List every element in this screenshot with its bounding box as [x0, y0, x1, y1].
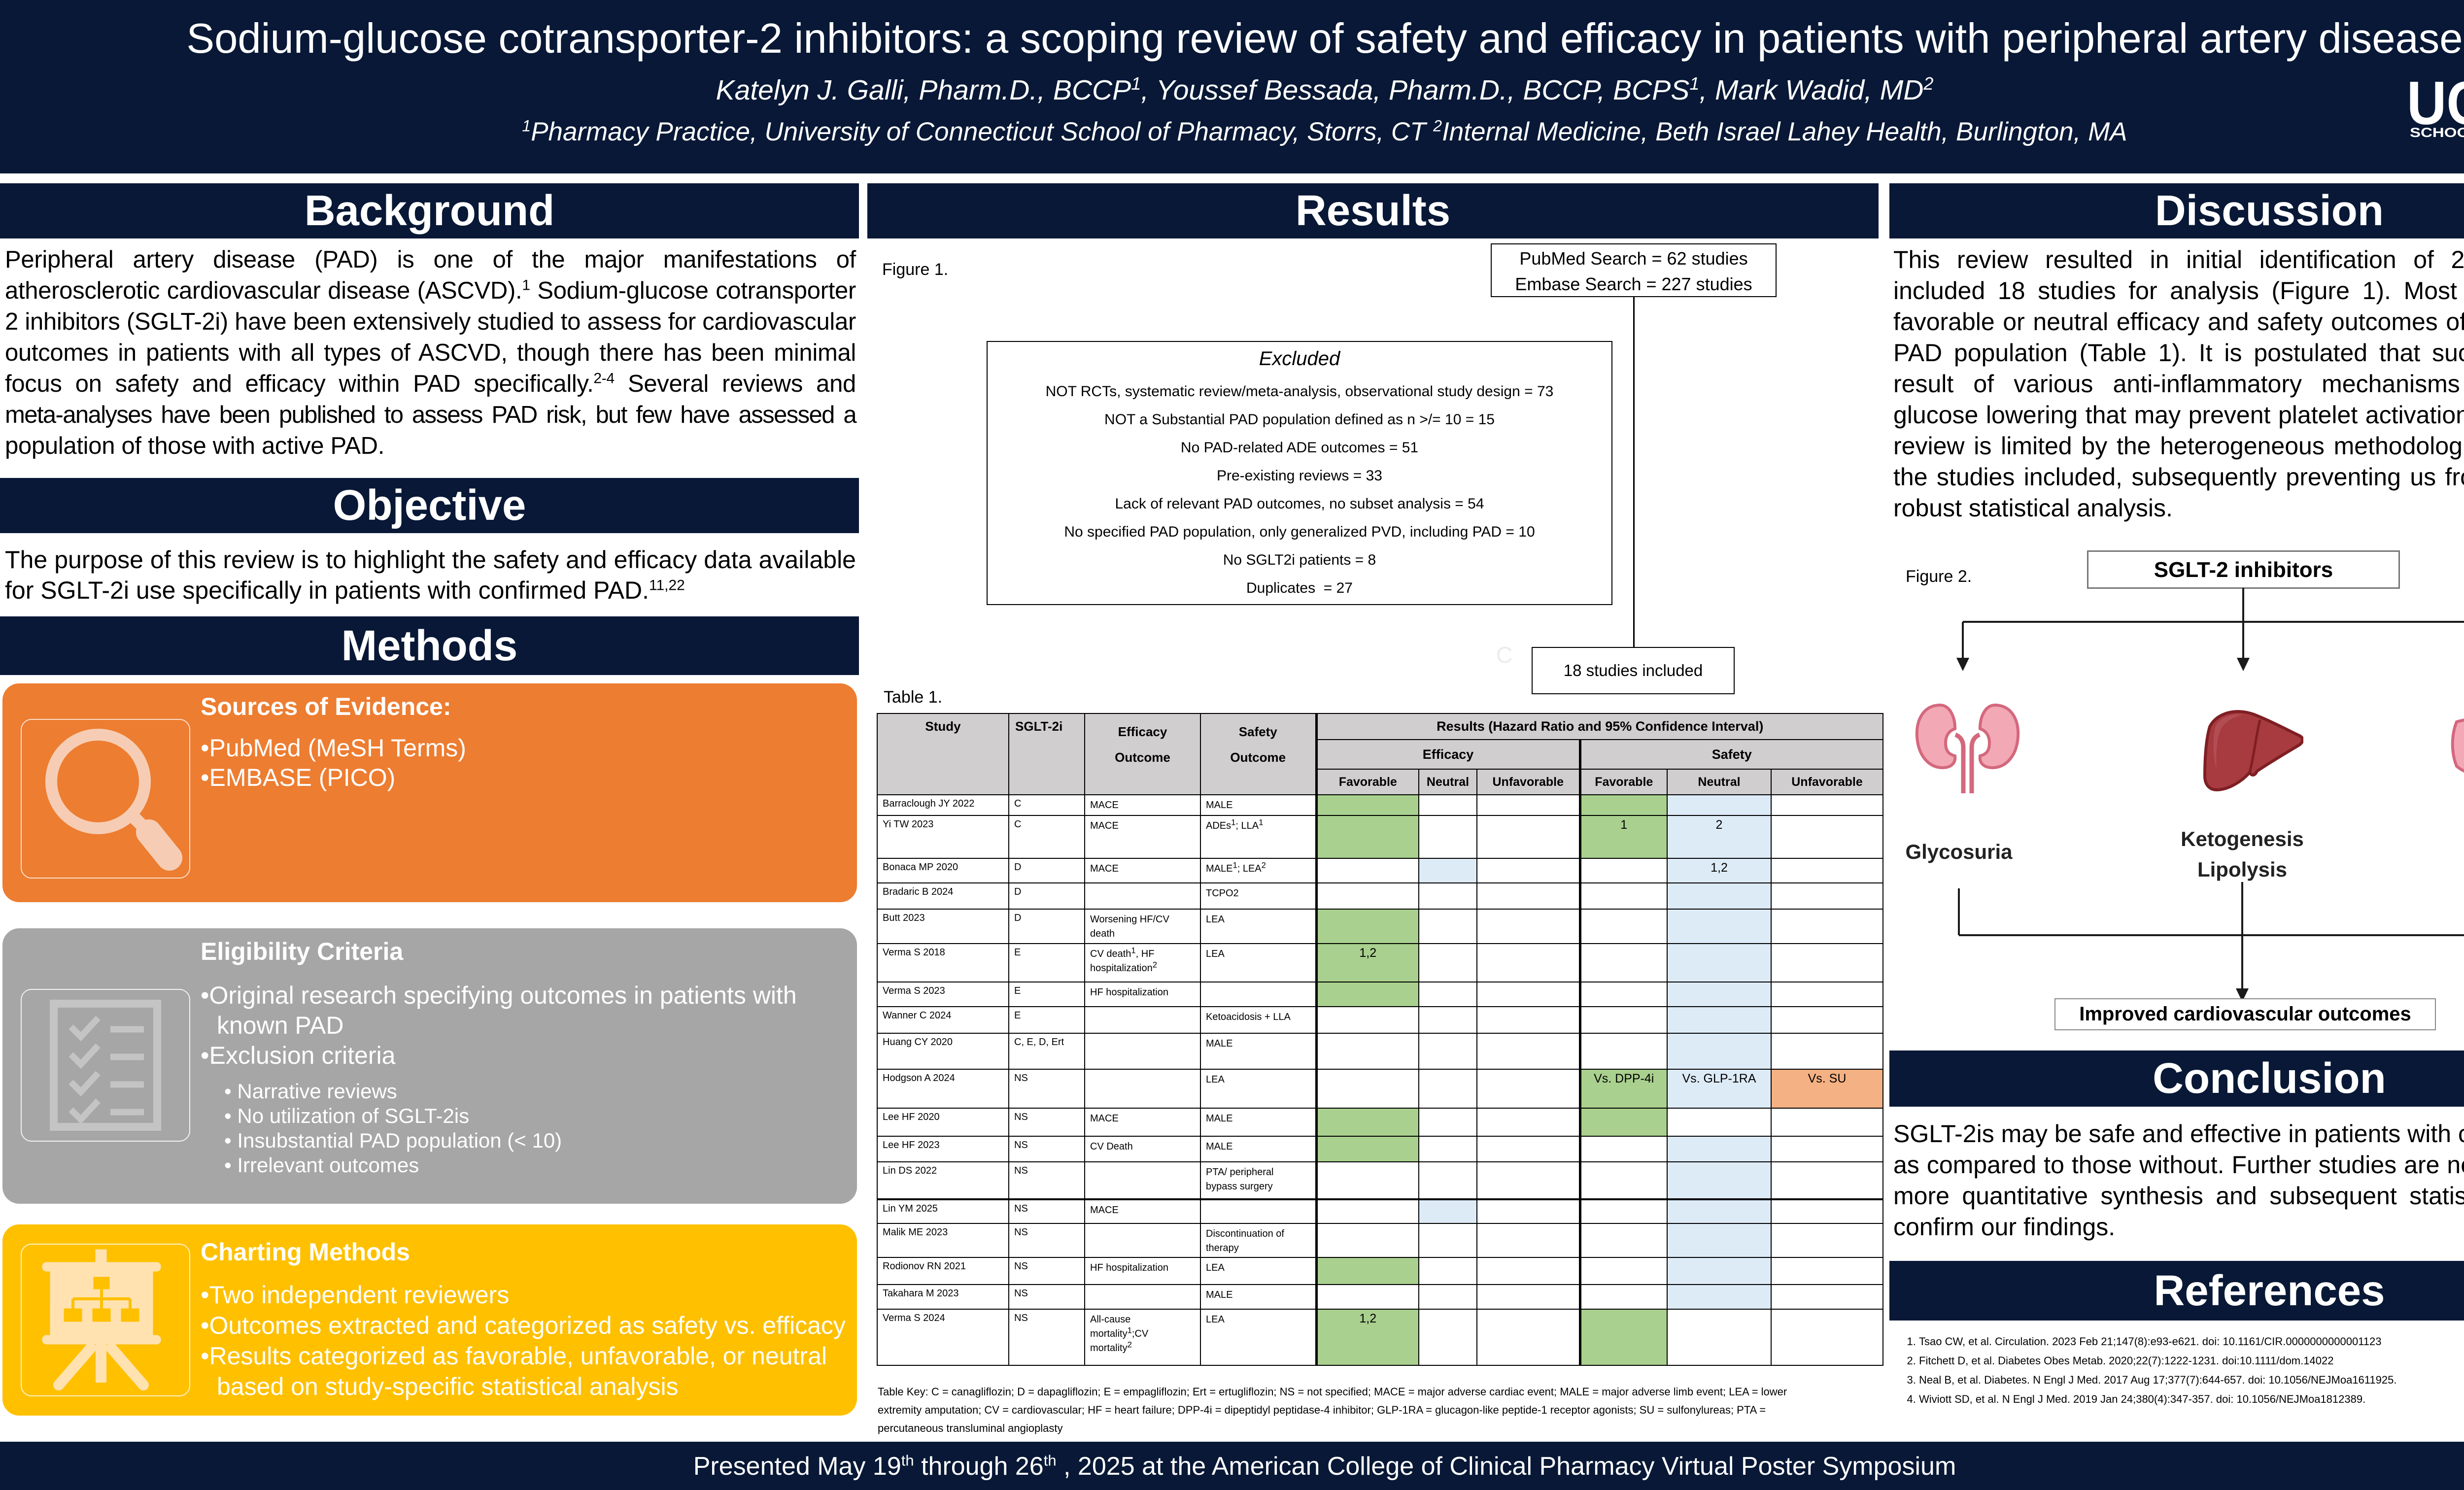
svg-text:SCHOOL OF PHARMACY: SCHOOL OF PHARMACY [2410, 125, 2464, 140]
svg-text:UCONN: UCONN [2407, 79, 2464, 137]
